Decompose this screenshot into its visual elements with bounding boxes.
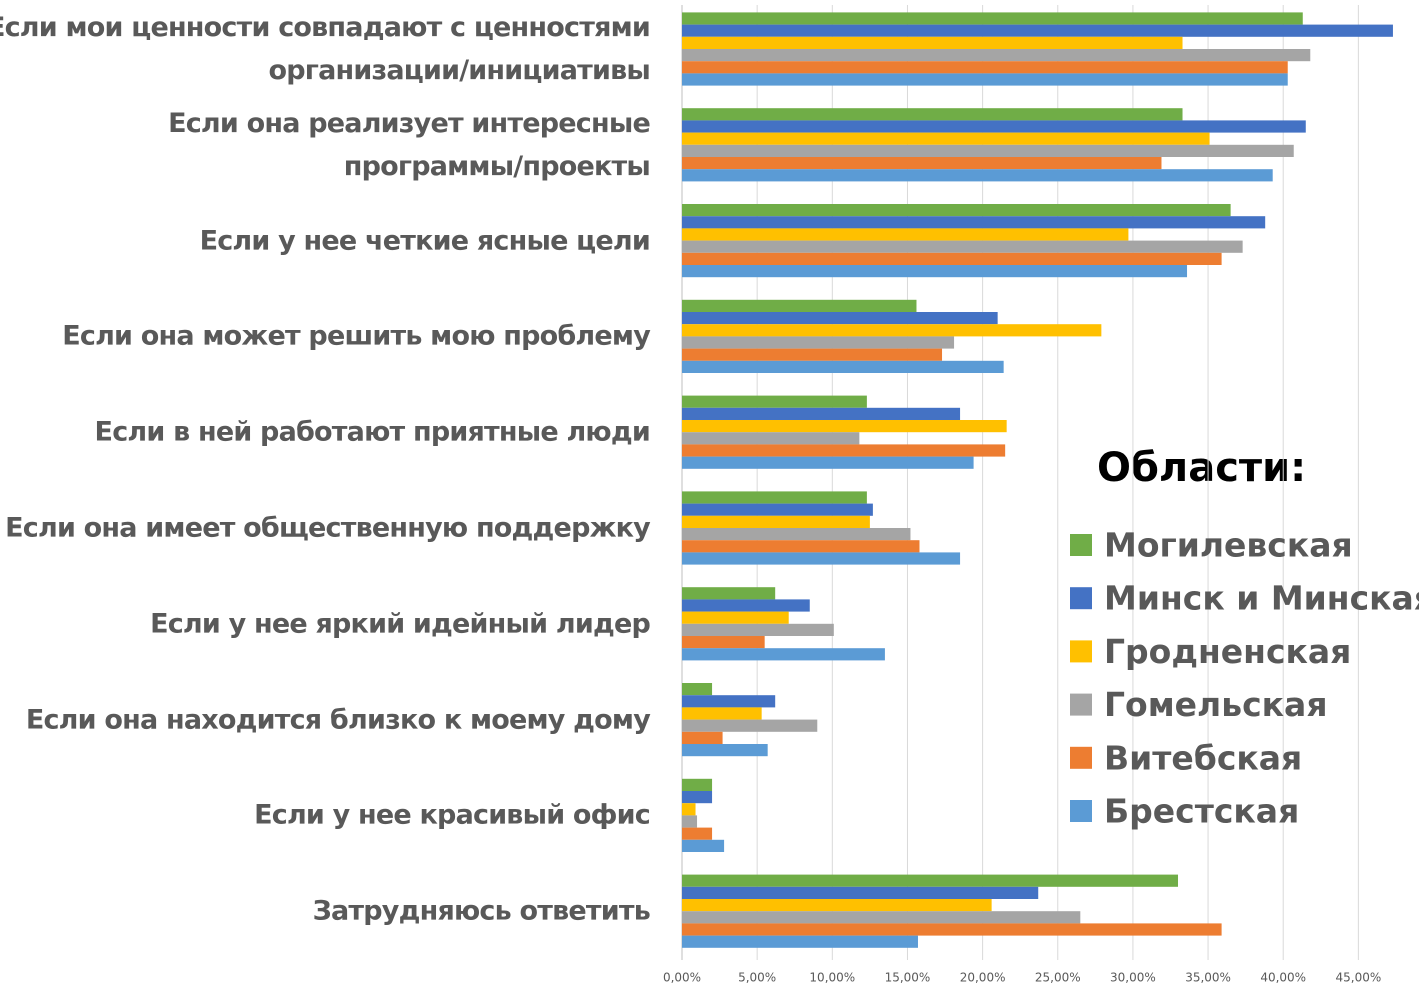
bar <box>682 623 834 636</box>
bar <box>682 120 1306 133</box>
bar <box>682 683 713 696</box>
bar <box>682 204 1231 217</box>
bar <box>682 108 1183 121</box>
legend-label: Минск и Минская <box>1104 579 1419 618</box>
bar <box>682 731 723 744</box>
bar <box>682 49 1311 62</box>
x-tick-label: 5,00% <box>738 971 776 985</box>
bar <box>682 299 917 312</box>
x-tick-label: 15,00% <box>885 971 931 985</box>
x-tick-label: 35,00% <box>1185 971 1231 985</box>
bar <box>682 348 943 361</box>
bar <box>682 144 1294 157</box>
bar <box>682 336 955 349</box>
category-label: Если мои ценности совпадают с ценностями… <box>0 12 651 86</box>
category-label: Если она имеет общественную поддержку <box>5 512 651 544</box>
bar <box>682 407 961 420</box>
category-label: Если у нее четкие ясные цели <box>199 225 651 257</box>
legend-swatch <box>1070 587 1092 610</box>
category-label: Если она может решить мою проблему <box>62 320 651 352</box>
bar <box>682 874 1179 887</box>
x-tick-label: 45,00% <box>1335 971 1381 985</box>
legend-swatch <box>1070 534 1092 556</box>
bar <box>682 491 867 504</box>
bar <box>682 827 713 840</box>
bar <box>682 611 789 624</box>
bar <box>682 528 911 541</box>
legend-title: Области: <box>1097 445 1306 491</box>
bar <box>682 552 961 565</box>
bar <box>682 815 698 828</box>
bar <box>682 839 725 852</box>
bar <box>682 707 762 720</box>
bar <box>682 587 776 600</box>
bar <box>682 456 974 469</box>
x-tick-label: 10,00% <box>809 971 855 985</box>
bar <box>682 515 870 528</box>
category-label: Затрудняюсь ответить <box>312 895 651 927</box>
bar <box>682 648 885 661</box>
bar <box>682 719 818 732</box>
category-label: Если она находится близко к моему дому <box>25 704 651 736</box>
bar <box>682 324 1102 337</box>
category-label: Если у нее яркий идейный лидер <box>150 608 651 640</box>
legend-label: Могилевская <box>1104 526 1353 565</box>
bar <box>682 778 713 791</box>
legend-swatch <box>1070 640 1092 663</box>
category-label: Если в ней работают приятные люди <box>94 416 651 448</box>
bar <box>682 420 1007 433</box>
legend-swatch <box>1070 800 1092 822</box>
bar <box>682 599 810 612</box>
x-tick-label: 0,00% <box>663 971 701 985</box>
bar <box>682 252 1222 265</box>
legend-label: Витебская <box>1104 738 1302 777</box>
bar <box>682 312 998 325</box>
x-tick-label: 25,00% <box>1035 971 1081 985</box>
bar <box>682 36 1183 49</box>
bar <box>682 636 765 649</box>
bar <box>682 157 1162 170</box>
category-label: Если она реализует интересные программы/… <box>168 107 651 182</box>
bar <box>682 169 1273 182</box>
legend-label: Брестская <box>1104 792 1299 831</box>
legend-swatch <box>1070 746 1092 769</box>
bar <box>682 61 1288 74</box>
bar <box>682 935 918 948</box>
bar <box>682 803 696 816</box>
bar <box>682 132 1210 145</box>
bar <box>682 744 768 757</box>
bar <box>682 228 1129 241</box>
x-tick-label: 20,00% <box>960 971 1006 985</box>
bar <box>682 886 1039 899</box>
bar <box>682 73 1288 86</box>
bar <box>682 265 1188 278</box>
bar <box>682 240 1243 253</box>
bar <box>682 923 1222 936</box>
x-tick-label: 30,00% <box>1110 971 1156 985</box>
bar <box>682 695 776 708</box>
legend-label: Гродненская <box>1104 632 1351 671</box>
bar <box>682 12 1303 25</box>
legend-label: Гомельская <box>1104 685 1328 724</box>
bar <box>682 899 992 912</box>
bar <box>682 540 920 553</box>
bar <box>682 791 713 804</box>
bar <box>682 24 1393 37</box>
bar <box>682 216 1266 229</box>
category-label: Если у нее красивый офис <box>254 799 651 831</box>
legend-swatch <box>1070 693 1092 716</box>
bar <box>682 911 1081 924</box>
bar <box>682 360 1004 373</box>
bar <box>682 395 867 408</box>
bar <box>682 503 873 516</box>
x-tick-label: 40,00% <box>1260 971 1306 985</box>
bar <box>682 444 1006 457</box>
bar <box>682 432 860 445</box>
